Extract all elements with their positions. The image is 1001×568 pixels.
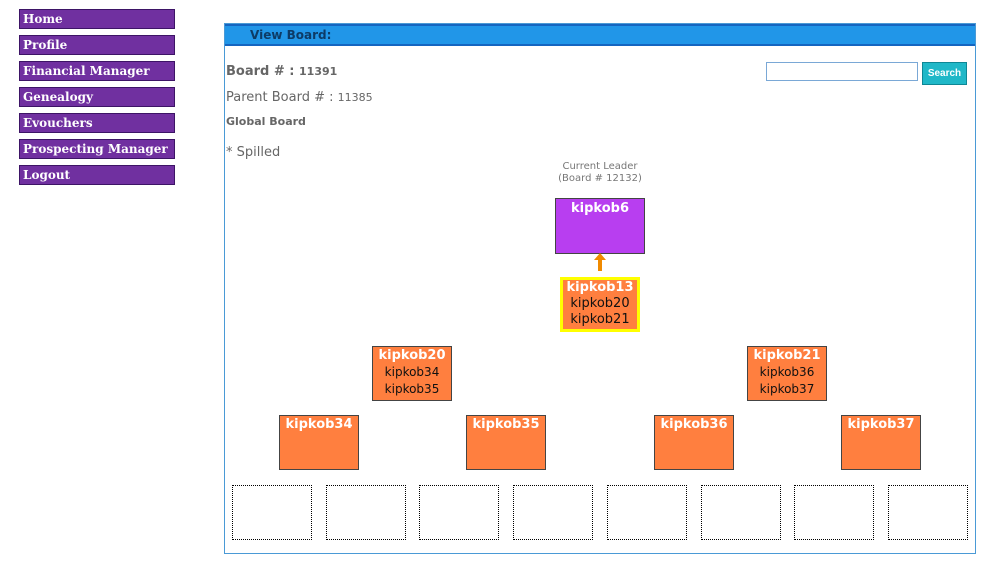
up-arrow-icon <box>594 253 606 271</box>
spilled-legend: * Spilled <box>226 145 281 160</box>
nav-item-prospecting-manager[interactable]: Prospecting Manager <box>19 139 175 159</box>
current-leader-caption: Current Leader (Board # 12132) <box>535 161 665 185</box>
search-button[interactable]: Search <box>922 62 967 85</box>
empty-slot <box>888 485 968 540</box>
empty-slot <box>232 485 312 540</box>
tree-node-level3[interactable]: kipkob36 <box>654 415 734 470</box>
leader-node[interactable]: kipkob6 <box>555 198 645 254</box>
tree-node-level2[interactable]: kipkob20 kipkob34 kipkob35 <box>372 346 452 401</box>
tree-node-name: kipkob37 <box>847 417 915 432</box>
empty-slot <box>607 485 687 540</box>
current-user-name: kipkob13 <box>566 280 634 295</box>
tree-node-name: kipkob20 <box>378 348 446 363</box>
tree-node-name: kipkob21 <box>753 348 821 363</box>
tree-node-level2[interactable]: kipkob21 kipkob36 kipkob37 <box>747 346 827 401</box>
nav-item-home[interactable]: Home <box>19 9 175 29</box>
board-number-label: Board # : <box>226 64 295 79</box>
tree-node-level3[interactable]: kipkob37 <box>841 415 921 470</box>
current-user-child: kipkob21 <box>570 312 630 327</box>
tree-node-name: kipkob36 <box>660 417 728 432</box>
panel-title: View Board: <box>250 28 332 42</box>
nav-item-profile[interactable]: Profile <box>19 35 175 55</box>
board-number: Board # : 11391 <box>226 64 337 79</box>
empty-slot <box>701 485 781 540</box>
nav-item-genealogy[interactable]: Genealogy <box>19 87 175 107</box>
board-number-value: 11391 <box>299 65 338 78</box>
tree-node-child: kipkob36 <box>759 365 815 379</box>
current-user-child: kipkob20 <box>570 296 630 311</box>
empty-slot <box>794 485 874 540</box>
current-user-node[interactable]: kipkob13 kipkob20 kipkob21 <box>560 277 640 332</box>
parent-board-number: Parent Board # : 11385 <box>226 90 373 105</box>
empty-slot <box>513 485 593 540</box>
view-board-panel: View Board: Board # : 11391 Parent Board… <box>224 23 976 554</box>
tree-node-level3[interactable]: kipkob34 <box>279 415 359 470</box>
tree-node-child: kipkob37 <box>759 382 815 396</box>
left-nav-menu: Home Profile Financial Manager Genealogy… <box>19 9 175 191</box>
tree-node-name: kipkob35 <box>472 417 540 432</box>
global-board-label: Global Board <box>226 115 306 128</box>
nav-item-logout[interactable]: Logout <box>19 165 175 185</box>
parent-board-value: 11385 <box>337 91 373 104</box>
tree-node-name: kipkob34 <box>285 417 353 432</box>
current-leader-caption-title: Current Leader <box>562 161 638 172</box>
nav-item-evouchers[interactable]: Evouchers <box>19 113 175 133</box>
panel-header: View Board: <box>225 24 975 46</box>
tree-node-level3[interactable]: kipkob35 <box>466 415 546 470</box>
empty-slot <box>326 485 406 540</box>
nav-item-financial-manager[interactable]: Financial Manager <box>19 61 175 81</box>
empty-slot <box>419 485 499 540</box>
leader-node-name: kipkob6 <box>571 201 629 216</box>
tree-node-child: kipkob34 <box>384 365 440 379</box>
parent-board-label: Parent Board # : <box>226 90 334 105</box>
tree-node-child: kipkob35 <box>384 382 440 396</box>
current-leader-caption-board: (Board # 12132) <box>558 173 642 184</box>
search-input[interactable] <box>766 62 918 81</box>
